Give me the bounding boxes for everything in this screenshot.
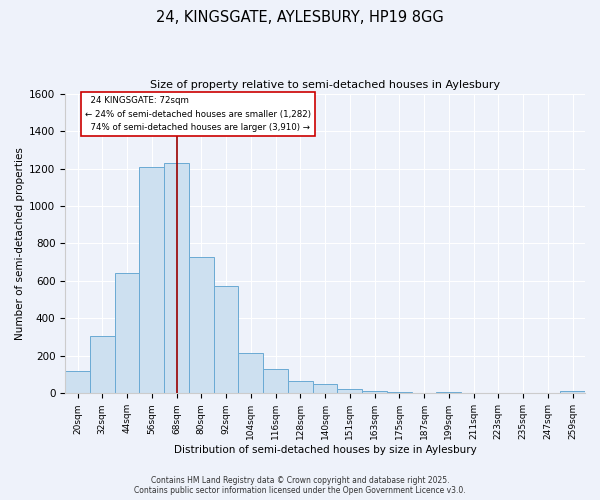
Bar bbox=[65, 371, 90, 394]
Text: Contains HM Land Registry data © Crown copyright and database right 2025.
Contai: Contains HM Land Registry data © Crown c… bbox=[134, 476, 466, 495]
Bar bbox=[164, 163, 189, 394]
Bar bbox=[189, 256, 214, 394]
Bar bbox=[214, 286, 238, 394]
Title: Size of property relative to semi-detached houses in Aylesbury: Size of property relative to semi-detach… bbox=[150, 80, 500, 90]
Y-axis label: Number of semi-detached properties: Number of semi-detached properties bbox=[15, 147, 25, 340]
Bar bbox=[139, 166, 164, 394]
Bar bbox=[90, 336, 115, 394]
Bar bbox=[362, 390, 387, 394]
Bar bbox=[238, 353, 263, 394]
Bar bbox=[263, 369, 288, 394]
Text: 24, KINGSGATE, AYLESBURY, HP19 8GG: 24, KINGSGATE, AYLESBURY, HP19 8GG bbox=[156, 10, 444, 25]
Bar bbox=[436, 392, 461, 394]
Bar bbox=[387, 392, 412, 394]
Text: 24 KINGSGATE: 72sqm
← 24% of semi-detached houses are smaller (1,282)
  74% of s: 24 KINGSGATE: 72sqm ← 24% of semi-detach… bbox=[85, 96, 311, 132]
Bar bbox=[560, 390, 585, 394]
X-axis label: Distribution of semi-detached houses by size in Aylesbury: Distribution of semi-detached houses by … bbox=[173, 445, 476, 455]
Bar bbox=[115, 274, 139, 394]
Bar bbox=[313, 384, 337, 394]
Bar bbox=[288, 381, 313, 394]
Bar bbox=[337, 388, 362, 394]
